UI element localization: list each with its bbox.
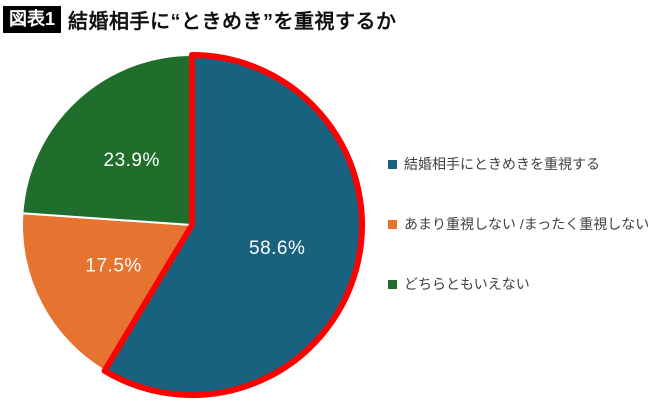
pie-slice <box>21 212 193 372</box>
legend-label: 結婚相手にときめきを重視する <box>404 156 600 172</box>
figure-tag: 図表1 <box>3 6 62 33</box>
chart-legend: 結婚相手にときめきを重視するあまり重視しない /まったく重視しない どちらともいえ… <box>388 156 649 336</box>
legend-marker <box>388 279 397 289</box>
pie-chart: 58.6% 17.5% 23.9% <box>21 52 365 398</box>
slice-label: 58.6% <box>249 238 305 259</box>
slice-label: 23.9% <box>104 150 160 171</box>
legend-item: どちらともいえない <box>388 276 649 292</box>
chart-title: 結婚相手に“ときめき”を重視するか <box>68 11 397 33</box>
slice-label: 17.5% <box>85 255 141 276</box>
legend-label: あまり重視しない /まったく重視しない <box>404 216 650 232</box>
legend-label: どちらともいえない <box>404 276 530 292</box>
pie-slice <box>21 54 193 226</box>
legend-item: あまり重視しない /まったく重視しない <box>388 216 649 232</box>
chart-header: 図表1 結婚相手に“ときめき”を重視するか <box>3 5 397 34</box>
legend-marker <box>388 159 397 169</box>
legend-item: 結婚相手にときめきを重視する <box>388 156 649 172</box>
legend-marker <box>388 219 397 229</box>
pie-slice <box>101 52 365 398</box>
